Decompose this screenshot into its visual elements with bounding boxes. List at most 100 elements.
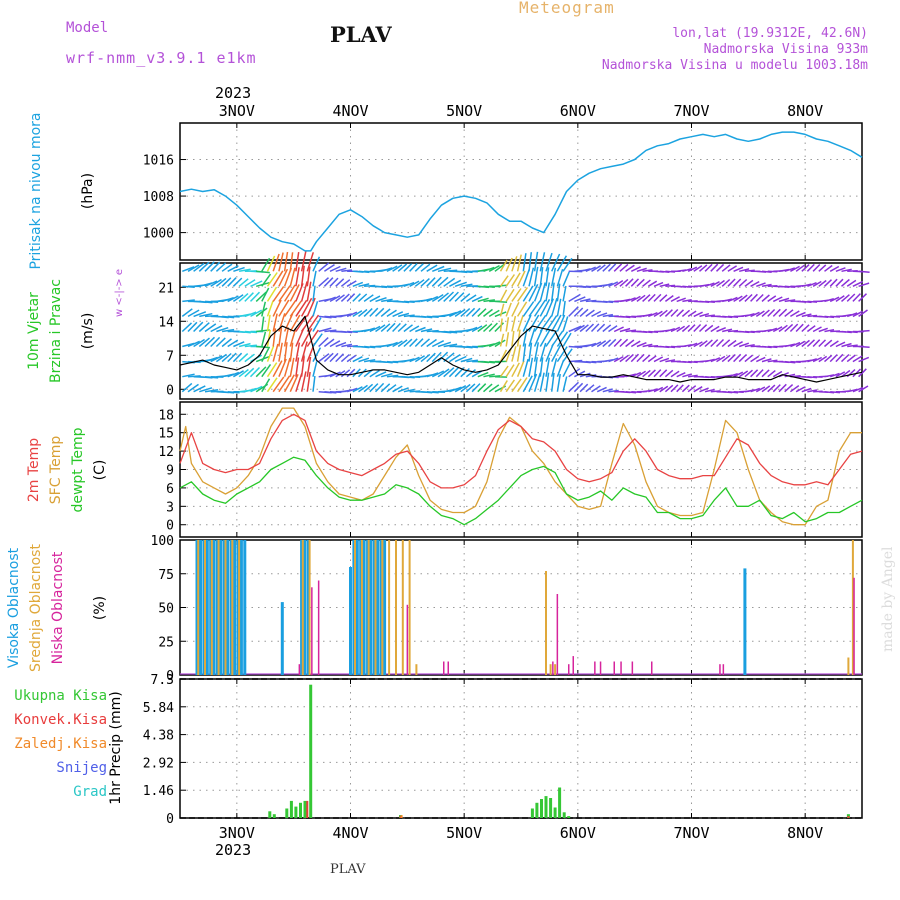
wind-arrow — [420, 278, 430, 287]
wind-arrow — [545, 330, 558, 347]
wind-arrow — [409, 262, 418, 272]
wind-arrow — [454, 308, 466, 318]
wind-arrow — [858, 329, 870, 333]
wind-arrow — [266, 329, 271, 347]
cloud-bar-mid — [549, 664, 552, 675]
wind-arrow — [806, 339, 816, 348]
cloud-unit-label: (%) — [92, 596, 108, 620]
wind-arrow — [227, 371, 240, 378]
wind-arrow — [858, 293, 868, 302]
wind-arrow — [403, 358, 415, 363]
wind-arrow — [181, 308, 193, 317]
wind-arrow — [681, 324, 691, 333]
wind-arrow — [812, 339, 821, 348]
wind-arrow — [756, 282, 766, 288]
wind-arrow — [340, 293, 350, 302]
wind-arrow — [682, 373, 692, 378]
wind-arrow — [744, 354, 753, 363]
cloud-bar-high — [199, 540, 202, 675]
wind-arrow — [323, 277, 334, 287]
wind-arrow — [608, 281, 619, 287]
wind-arrow — [499, 333, 505, 347]
wind-arrow — [550, 282, 555, 302]
precip-bar-total — [540, 799, 543, 818]
wind-arrow — [187, 264, 200, 272]
wind-arrow — [550, 372, 555, 392]
wind-arrow — [403, 263, 413, 272]
wind-arrow — [250, 280, 263, 287]
wind-arrow — [516, 270, 526, 287]
wind-arrow — [556, 314, 566, 332]
wind-arrow — [324, 296, 336, 303]
x-tick-label-top: 8NOV — [787, 102, 823, 120]
wind-arrow — [818, 355, 828, 363]
wind-arrow — [818, 339, 827, 348]
x-tick-label-bottom: 4NOV — [332, 824, 368, 842]
temp-unit-label: (C) — [92, 460, 108, 481]
wind-arrow — [841, 268, 852, 273]
wind-arrow — [420, 263, 431, 272]
precip-bar-total — [309, 684, 313, 818]
wind-arrow — [727, 339, 737, 348]
wind-arrow — [835, 341, 846, 348]
wind-arrow — [704, 263, 713, 272]
wind-arrow — [488, 341, 501, 348]
wind-arrow — [761, 385, 771, 393]
wind-arrow — [573, 307, 584, 317]
wind-arrow — [426, 277, 436, 287]
wind-arrow — [659, 357, 670, 363]
wind-arrow — [767, 370, 776, 378]
wind-arrow — [670, 296, 680, 303]
wind-arrow — [233, 341, 245, 348]
elevation-label: Nadmorska Visina 933m — [703, 42, 868, 57]
wind-arrow — [630, 295, 641, 303]
wind-arrow — [642, 313, 653, 318]
wind-arrow — [653, 281, 664, 287]
wind-arrow — [449, 386, 462, 393]
station-title: PLAV — [330, 22, 392, 47]
wind-arrow — [704, 388, 715, 393]
wind-arrow — [238, 293, 249, 302]
wind-arrow — [210, 278, 222, 287]
wind-arrow — [289, 357, 295, 377]
y-tick-label: 15 — [158, 427, 174, 442]
cloud-bar-high — [233, 540, 237, 675]
watermark: made by Angel — [880, 546, 896, 653]
wind-arrow — [591, 265, 601, 272]
wind-arrow — [272, 313, 278, 332]
cloud-bar-mid — [415, 664, 418, 675]
wind-arrow — [619, 327, 631, 333]
wind-arrow — [687, 374, 698, 378]
wind-arrow — [335, 267, 347, 273]
precip-legend-item: Grad — [73, 784, 107, 800]
wind-arrow — [346, 387, 358, 393]
wind-arrow — [335, 294, 345, 302]
y-tick-label: 1000 — [143, 227, 174, 242]
wind-arrow — [784, 373, 796, 378]
wind-arrow — [738, 342, 750, 348]
wind-arrow — [829, 278, 838, 287]
wind-arrow — [636, 342, 647, 348]
wind-arrow — [306, 329, 319, 347]
wind-arrow — [687, 310, 697, 318]
wind-arrow — [704, 339, 713, 348]
cloud-bar-low — [556, 594, 559, 675]
wind-arrow — [392, 385, 403, 393]
wind-arrow — [556, 298, 562, 317]
wind-arrow — [499, 289, 508, 302]
wind-arrow — [613, 263, 623, 272]
wind-arrow — [403, 338, 413, 348]
wind-arrow — [750, 293, 758, 302]
y-tick-label: 75 — [158, 568, 174, 583]
wind-arrow — [244, 353, 255, 363]
wind-arrow — [858, 345, 870, 349]
wind-arrow — [471, 307, 481, 317]
wind-arrow — [550, 267, 557, 287]
wind-arrow — [687, 266, 698, 272]
precip-bar-total — [562, 812, 566, 818]
wind-arrow — [715, 263, 725, 272]
wind-arrow — [716, 279, 725, 287]
wind-arrow — [528, 300, 541, 317]
wind-arrow — [511, 346, 517, 362]
y-tick-label: 21 — [158, 281, 174, 296]
